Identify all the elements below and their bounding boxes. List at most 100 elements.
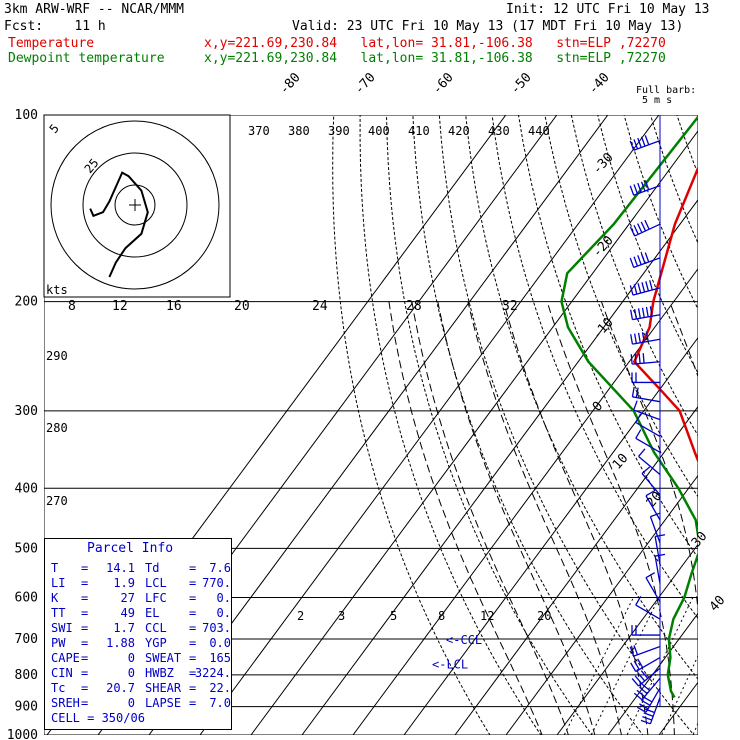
parcel-value: 703. — [202, 621, 231, 635]
wind-barb — [629, 135, 661, 151]
isotherm-label: -70 — [352, 70, 379, 97]
wind-barb-staff — [632, 314, 661, 321]
parcel-cell: CELL = 350/06 — [51, 711, 145, 725]
wind-barb-feather — [645, 490, 655, 497]
wind-barb — [630, 656, 661, 673]
parcel-label: CCL — [145, 621, 167, 635]
wind-barb-staff — [634, 223, 661, 237]
mixing-ratio-label: 5 — [390, 609, 397, 623]
wind-barb-feather — [633, 645, 639, 655]
isotherm-label: 40 — [707, 593, 729, 615]
moist-adiabat — [546, 301, 675, 735]
wind-barb-feather — [644, 252, 650, 263]
isentrope-label: 370 — [248, 124, 270, 138]
wind-barb-feather — [629, 140, 635, 151]
wind-barb-feather — [633, 333, 638, 344]
hodograph-kts-label: kts — [46, 283, 68, 297]
wind-barb-feather — [637, 223, 643, 233]
parcel-value: 0 — [127, 651, 135, 665]
wind-barb-feather — [645, 331, 649, 342]
wind-barb-feather — [637, 706, 647, 713]
isotherm-label: -80 — [277, 70, 304, 97]
pressure-label: 900 — [15, 700, 38, 715]
parcel-value: 1.9 — [113, 576, 135, 590]
wind-barb — [629, 280, 661, 296]
mixing-ratio-line — [661, 654, 698, 735]
pressure-label: 200 — [15, 295, 38, 310]
wind-barb-staff — [654, 536, 661, 565]
parcel-label: SREH — [51, 696, 80, 710]
moist-adiabat — [388, 301, 543, 735]
isotherm-label: -20 — [590, 233, 617, 260]
isentrope-label: 420 — [448, 124, 470, 138]
wind-barb-feather — [645, 572, 655, 579]
wind-barb-feather — [631, 386, 635, 397]
wind-barb — [629, 252, 661, 269]
pressure-label: 600 — [15, 590, 38, 605]
isotherm-label: -40 — [586, 70, 613, 97]
wind-barb-feather — [633, 400, 638, 411]
dewpoint-location: x,y=221.69,230.84 lat,lon= 31.81,-106.38… — [204, 51, 666, 66]
wind-barb — [630, 353, 661, 365]
wind-barb-feather — [630, 334, 634, 345]
wind-barb-feather — [639, 703, 649, 710]
parcel-label: LAPSE — [145, 696, 182, 710]
wind-barb — [640, 697, 661, 725]
parcel-value: 49 — [120, 606, 135, 620]
dry-adiabat — [465, 115, 698, 680]
mixing-ratio-line — [692, 722, 698, 735]
isotherm-label: 30 — [689, 529, 711, 551]
isotherm — [607, 612, 698, 735]
dry-adiabat — [518, 115, 698, 559]
parcel-label: TT — [51, 606, 66, 620]
wind-barb-feather — [631, 678, 640, 687]
parcel-info-title: Parcel Info — [87, 541, 174, 556]
wind-barb-feather — [630, 309, 634, 320]
wind-barb-feather — [649, 306, 653, 317]
parcel-label: HWBZ — [145, 666, 174, 680]
wind-barb — [631, 667, 661, 687]
wind-barb-feather — [640, 670, 649, 679]
wind-barb-feather — [642, 353, 645, 364]
isentrope-label: 280 — [46, 421, 68, 435]
hodograph-speed-tick: 28 — [406, 299, 422, 314]
isotherm — [658, 681, 698, 735]
isotherm-label: -30 — [590, 150, 617, 177]
wind-barb-feather — [633, 139, 639, 150]
wind-barb-feather — [644, 180, 650, 190]
wind-barb — [641, 466, 661, 496]
mixing-ratio-line — [729, 598, 740, 740]
isotherm — [301, 199, 698, 735]
wind-barb-staff — [633, 409, 661, 421]
dry-adiabat — [332, 115, 491, 735]
wind-barb — [633, 677, 661, 701]
wind-barb-staff — [641, 677, 661, 701]
wind-barb-feather — [634, 353, 637, 364]
hodograph-speed-tick: 24 — [312, 299, 328, 314]
parcel-label: SWEAT — [145, 651, 182, 665]
wind-barb-feather — [630, 662, 637, 672]
parcel-label: LI — [51, 576, 66, 590]
wind-barb — [649, 512, 661, 544]
wind-barb-feather — [629, 285, 634, 296]
wind-barb-staff — [632, 338, 661, 345]
wind-barb-feather — [637, 672, 646, 682]
hodograph-speed-tick: 12 — [112, 299, 128, 314]
parcel-value: 165 — [209, 651, 231, 665]
parcel-label: Tc — [51, 681, 66, 695]
wind-barb-staff — [635, 604, 661, 620]
wind-barb-feather — [641, 307, 645, 318]
wind-barb-feather — [645, 306, 649, 317]
wind-barb-feather — [635, 429, 642, 439]
wind-barb-staff — [638, 667, 661, 687]
wind-barb-feather — [633, 256, 639, 267]
wind-barb-feather — [637, 255, 642, 265]
parcel-label: LFC — [145, 591, 167, 605]
parcel-value: 0 — [127, 666, 135, 680]
wind-barb-staff — [638, 455, 661, 475]
isotherm — [403, 336, 698, 735]
moist-adiabat — [437, 301, 596, 735]
wind-barb-staff — [641, 473, 661, 496]
wind-barb — [635, 429, 661, 453]
wind-barb-feather — [641, 683, 651, 692]
